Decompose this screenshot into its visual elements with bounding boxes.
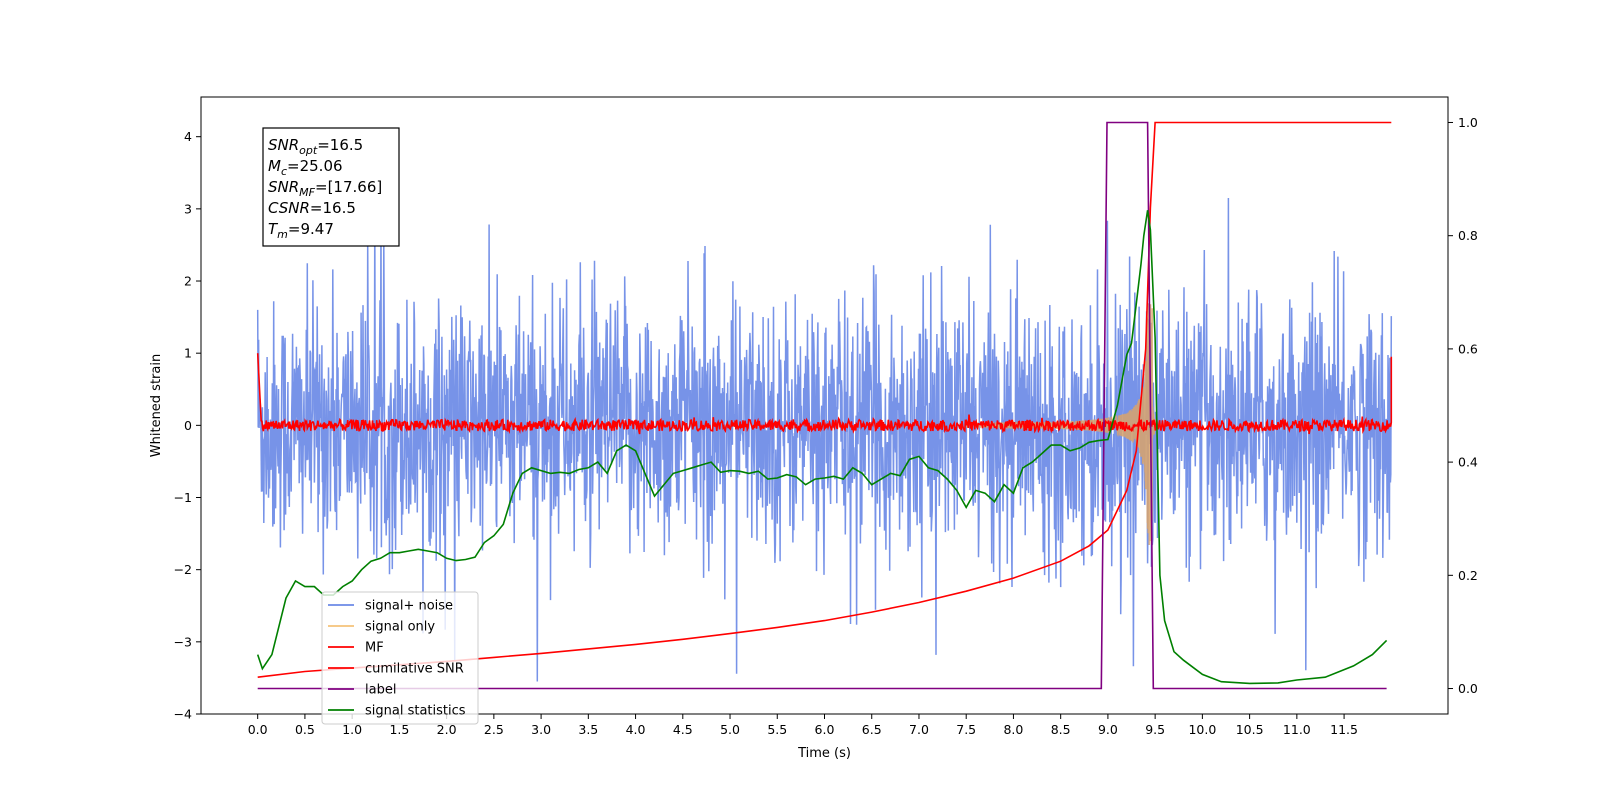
x-tick-label: 10.5 — [1236, 722, 1264, 737]
legend-label: signal only — [365, 620, 435, 635]
x-tick-label: 0.0 — [248, 722, 268, 737]
info-line: SNRopt=16.5 — [268, 136, 363, 157]
x-tick-label: 8.5 — [1051, 722, 1071, 737]
y-tick-label: 4 — [184, 129, 192, 144]
y2-tick-label: 0.4 — [1458, 455, 1478, 470]
x-tick-label: 0.5 — [295, 722, 315, 737]
x-tick-label: 8.0 — [1003, 722, 1023, 737]
info-line: Tm=9.47 — [268, 220, 334, 241]
x-tick-label: 4.0 — [626, 722, 646, 737]
x-axis-label: Time (s) — [797, 746, 851, 761]
y-tick-label: 3 — [184, 201, 192, 216]
legend-label: signal statistics — [365, 704, 466, 719]
x-tick-label: 1.0 — [342, 722, 362, 737]
y-tick-label: 2 — [184, 274, 192, 289]
legend-label: MF — [365, 641, 384, 656]
series-signal-noise — [256, 197, 1393, 682]
y-tick-label: −1 — [174, 490, 192, 505]
x-tick-label: 9.0 — [1098, 722, 1118, 737]
y2-tick-label: 0.2 — [1458, 568, 1478, 583]
x-tick-label: 2.0 — [437, 722, 457, 737]
x-tick-label: 4.5 — [673, 722, 693, 737]
y2-tick-label: 0.8 — [1458, 228, 1478, 243]
info-box: SNRopt=16.5Mc=25.06SNRMF=[17.66]CSNR=16.… — [262, 127, 400, 247]
y2-tick-label: 0.6 — [1458, 341, 1478, 356]
x-tick-label: 3.5 — [578, 722, 598, 737]
y2-tick-label: 0.0 — [1458, 681, 1478, 696]
x-tick-label: 6.0 — [815, 722, 835, 737]
tick-layer: 0.0 0.5 1.0 1.5 2.0 2.5 3.0 3.5 4.0 4.5 5.0 5.5 6.0 6… — [174, 115, 1478, 737]
y-tick-label: −3 — [174, 634, 192, 649]
series-label — [257, 121, 1387, 690]
info-line: Mc=25.06 — [268, 157, 343, 178]
x-tick-label: 9.5 — [1145, 722, 1165, 737]
legend-frame — [321, 591, 479, 725]
x-tick-label: 6.5 — [862, 722, 882, 737]
x-tick-label: 10.0 — [1188, 722, 1216, 737]
info-line: CSNR=16.5 — [268, 199, 356, 217]
info-line: SNRMF=[17.66] — [268, 178, 382, 199]
legend-label: label — [365, 683, 396, 698]
y-tick-label: 1 — [184, 346, 192, 361]
x-tick-label: 7.0 — [909, 722, 929, 737]
y-tick-label: 0 — [184, 418, 192, 433]
x-tick-label: 11.5 — [1330, 722, 1358, 737]
series-mf — [256, 353, 1393, 435]
x-tick-label: 11.0 — [1283, 722, 1311, 737]
legend-label: cumilative SNR — [365, 662, 464, 677]
x-tick-label: 7.5 — [956, 722, 976, 737]
info-box-frame — [262, 127, 400, 247]
x-tick-label: 2.5 — [484, 722, 504, 737]
x-tick-label: 5.0 — [720, 722, 740, 737]
x-tick-label: 1.5 — [389, 722, 409, 737]
y-tick-label: −2 — [174, 562, 192, 577]
legend-label: signal+ noise — [365, 599, 453, 614]
x-tick-label: 5.5 — [767, 722, 787, 737]
y-tick-label: −4 — [174, 707, 192, 722]
signal-noise-layer — [256, 197, 1393, 682]
x-tick-label: 3.0 — [531, 722, 551, 737]
series-signal-statistics — [256, 210, 1388, 685]
y-axis-label: Whitened strain — [149, 354, 164, 457]
legend: signal+ noise signal only MF cumilative SNR… — [321, 591, 479, 725]
y2-tick-label: 1.0 — [1458, 115, 1478, 130]
